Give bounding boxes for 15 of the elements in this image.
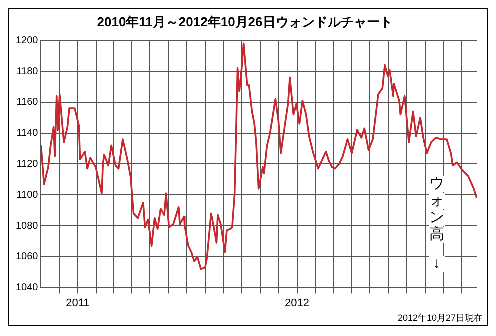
annotation: ウォン高↓: [430, 175, 444, 272]
y-tick-label: 1040: [16, 282, 39, 294]
y-tick-label: 1140: [16, 128, 39, 140]
x-tick-label: 2011: [66, 297, 90, 310]
text: 2012年10月27日現在: [398, 312, 483, 323]
x-tick-label: 2012: [285, 297, 310, 310]
chart-title: 2010年11月～2012年10月26日ウォンドルチャート: [97, 14, 393, 30]
y-tick-label: 1060: [16, 252, 39, 263]
y-tick-label: 1120: [16, 158, 39, 170]
frame-border: 2010年11月～2012年10月26日ウォンドルチャート 2011 2012 1040 1060 1080 1100 1120 1140 1160 1180 1200 ウォン高↓ 2012年10月27日現在: [8, 8, 488, 326]
y-tick-label: 1100: [16, 190, 39, 201]
y-tick-label: 1180: [16, 66, 39, 78]
y-tick-label: 1200: [16, 35, 39, 46]
y-tick-label: 1160: [16, 97, 39, 108]
y-tick-label: 1080: [16, 220, 39, 232]
